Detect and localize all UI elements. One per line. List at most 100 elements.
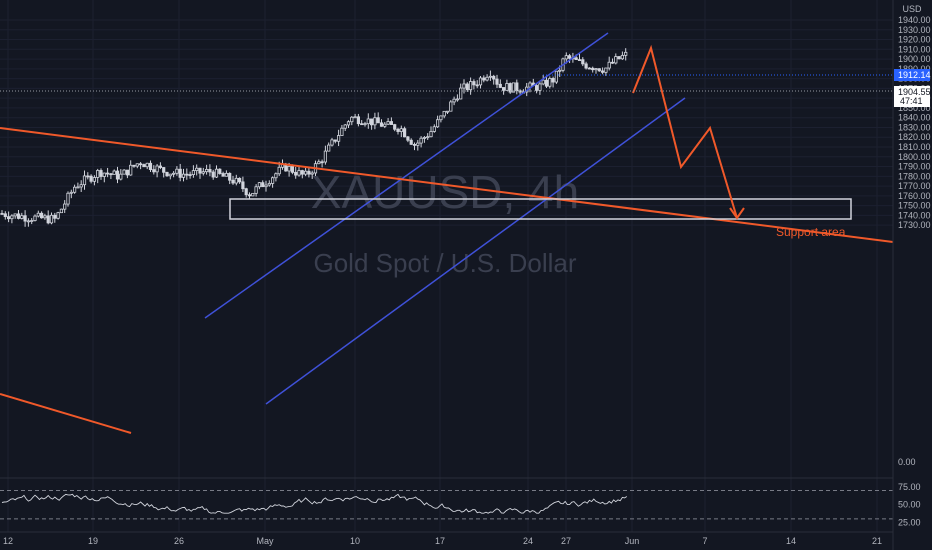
candle — [148, 160, 153, 173]
candle — [231, 175, 235, 185]
candle — [412, 142, 417, 151]
candle — [30, 218, 34, 225]
candle — [310, 170, 314, 179]
candle — [535, 83, 539, 94]
candle — [353, 113, 357, 119]
candle — [112, 169, 116, 175]
lower-trendline[interactable] — [0, 393, 132, 434]
candle — [581, 57, 585, 67]
candle — [46, 210, 50, 225]
candle — [591, 66, 595, 73]
high-price-badge-text: 1912.14 — [898, 70, 931, 80]
last-price-badge-text: 1904.55 — [898, 87, 931, 97]
candle — [26, 218, 31, 227]
support-zone-box[interactable] — [229, 198, 852, 220]
candle — [373, 112, 377, 130]
price-tick-label: 1930.00 — [898, 25, 931, 35]
projection-path[interactable] — [632, 44, 738, 219]
candle — [188, 171, 192, 179]
price-tick-label: 1760.00 — [898, 191, 931, 201]
candle — [13, 213, 17, 219]
candle — [505, 79, 509, 91]
candle — [554, 70, 559, 84]
candle — [399, 125, 403, 138]
candle — [165, 171, 169, 177]
time-tick-label: 10 — [350, 536, 360, 546]
candle — [323, 145, 328, 165]
candle — [303, 167, 308, 177]
candle — [267, 180, 271, 187]
candle — [49, 212, 54, 225]
candle — [178, 163, 182, 182]
candle — [396, 127, 400, 135]
candle — [20, 212, 24, 220]
candle — [379, 119, 384, 127]
candle — [43, 213, 47, 220]
candle — [485, 74, 489, 82]
rsi-tick-label: 25.00 — [898, 517, 921, 527]
rsi-tick-label: 50.00 — [898, 500, 921, 510]
price-tick-label: 1920.00 — [898, 35, 931, 45]
candle — [122, 169, 126, 175]
candle — [16, 209, 21, 220]
price-tick-label: 1810.00 — [898, 142, 931, 152]
candle — [294, 166, 298, 179]
price-tick-label: 1780.00 — [898, 171, 931, 181]
time-tick-label: 7 — [702, 536, 707, 546]
candle — [343, 124, 347, 132]
candle — [544, 76, 549, 88]
candle — [234, 174, 238, 186]
candle — [92, 175, 96, 186]
candle — [416, 140, 420, 151]
rsi-axis: 75.00 50.00 25.00 — [898, 482, 921, 527]
candle — [369, 118, 374, 130]
candle — [99, 168, 103, 180]
long-trendline[interactable] — [0, 127, 894, 243]
candle — [597, 68, 601, 72]
candle — [168, 173, 172, 180]
candle — [330, 137, 334, 147]
candle — [274, 172, 278, 182]
candle — [79, 180, 83, 192]
candle — [548, 76, 552, 89]
candlestick-series — [0, 48, 628, 227]
price-tick-label: 1900.00 — [898, 54, 931, 64]
candle — [237, 177, 242, 184]
candle — [82, 170, 87, 190]
candle — [449, 100, 453, 112]
candle — [3, 211, 7, 220]
candle — [498, 79, 502, 89]
time-tick-label: 17 — [435, 536, 445, 546]
candle — [478, 75, 483, 89]
candle — [604, 67, 608, 76]
candle — [495, 74, 499, 89]
candle — [198, 167, 202, 179]
channel-lower-line[interactable] — [265, 97, 686, 405]
candle — [185, 168, 189, 180]
candle — [181, 168, 186, 182]
candle — [96, 168, 100, 184]
candle — [53, 212, 57, 223]
last-price-badge — [894, 86, 930, 107]
candle — [195, 164, 199, 176]
candle — [442, 110, 446, 119]
candle — [383, 122, 387, 129]
candle — [508, 82, 512, 94]
candle — [145, 162, 149, 170]
candle — [63, 200, 67, 213]
candle — [162, 167, 166, 178]
price-axis[interactable]: 1940.001930.001920.001910.001900.001890.… — [898, 15, 931, 230]
price-tick-label: 1800.00 — [898, 152, 931, 162]
candle — [138, 162, 143, 170]
currency-label: USD — [902, 4, 922, 14]
candle — [551, 76, 555, 88]
time-axis[interactable]: 12 19 26 May 10 17 24 27 Jun 7 14 21 — [3, 536, 882, 546]
channel-upper-line[interactable] — [204, 32, 609, 319]
candle — [501, 87, 506, 95]
candle — [482, 75, 486, 83]
candle — [445, 110, 450, 114]
candle — [406, 136, 410, 143]
candle — [472, 79, 476, 90]
candle — [492, 74, 496, 85]
